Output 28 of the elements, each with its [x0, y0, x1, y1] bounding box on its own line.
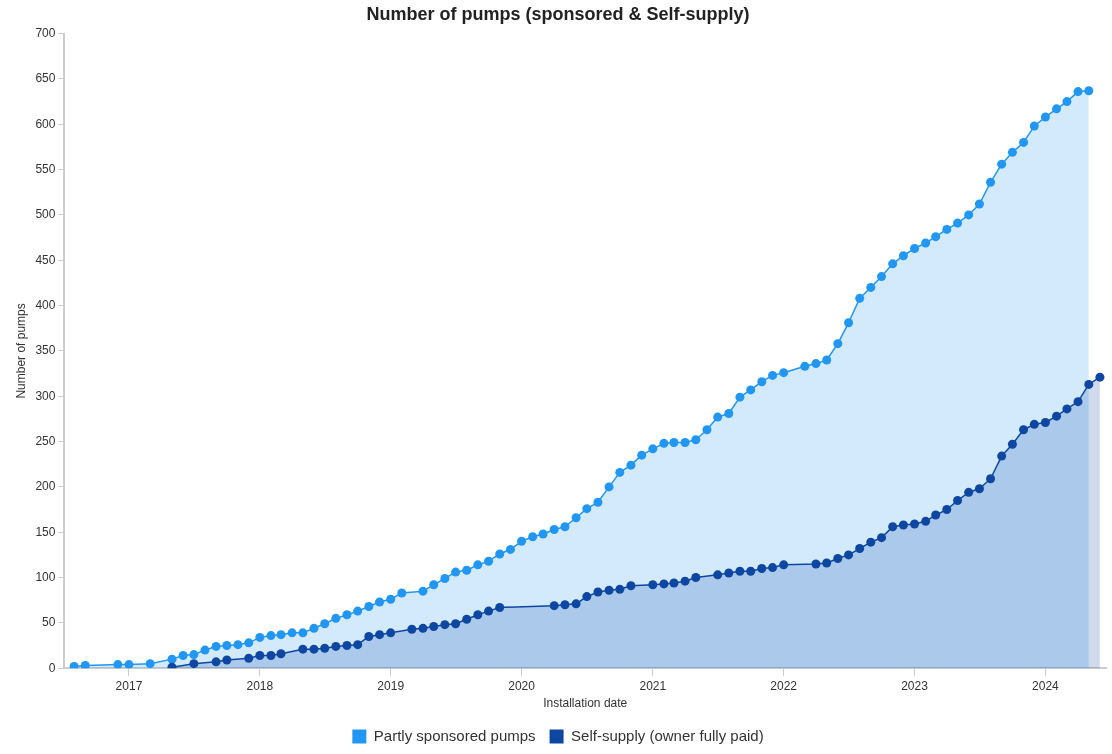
- y-tick-label: 650: [35, 71, 56, 86]
- y-tick-label: 400: [35, 297, 56, 312]
- y-tick-label: 300: [35, 388, 56, 403]
- legend-label: Self-supply (owner fully paid): [571, 726, 764, 744]
- y-tick-label: 250: [35, 433, 56, 448]
- y-tick-label: 350: [35, 343, 56, 358]
- y-tick-label: 0: [48, 660, 56, 675]
- y-tick-label: 550: [35, 161, 56, 176]
- x-tick-label: 2018: [246, 678, 274, 693]
- y-tick-label: 50: [42, 615, 56, 630]
- y-tick-label: 450: [35, 252, 56, 267]
- x-tick-label: 2024: [1032, 678, 1060, 693]
- y-tick-label: 150: [35, 524, 56, 539]
- y-tick-label: 600: [35, 116, 56, 131]
- x-tick-label: 2020: [508, 678, 536, 693]
- x-axis-title: Installation date: [543, 696, 628, 711]
- legend-label: Partly sponsored pumps: [373, 726, 536, 744]
- y-tick-label: 100: [35, 569, 56, 584]
- x-tick-label: 2019: [377, 678, 405, 693]
- x-tick-label: 2021: [639, 678, 667, 693]
- x-tick-label: 2022: [770, 678, 798, 693]
- x-tick-label: 2023: [901, 678, 929, 693]
- x-tick-label: 2017: [115, 678, 143, 693]
- chart-title: Number of pumps (sponsored & Self-supply): [366, 3, 750, 24]
- y-tick-label: 700: [35, 25, 56, 40]
- y-axis-title: Number of pumps: [13, 303, 28, 399]
- y-tick-label: 200: [35, 479, 56, 494]
- y-tick-label: 500: [35, 207, 56, 222]
